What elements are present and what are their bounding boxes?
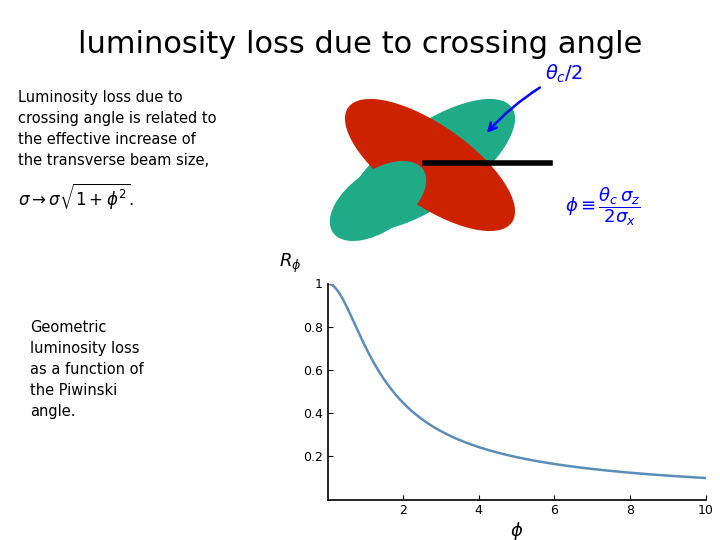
X-axis label: $\phi$: $\phi$ [510, 520, 523, 540]
Text: the transverse beam size,: the transverse beam size, [18, 153, 209, 168]
Text: $\sigma \rightarrow \sigma\sqrt{1 + \phi^2}.$: $\sigma \rightarrow \sigma\sqrt{1 + \phi… [18, 182, 134, 212]
Ellipse shape [345, 99, 515, 231]
Text: the Piwinski: the Piwinski [30, 383, 117, 398]
Text: crossing angle is related to: crossing angle is related to [18, 111, 217, 126]
Ellipse shape [345, 99, 515, 231]
Text: Luminosity loss due to: Luminosity loss due to [18, 90, 183, 105]
Text: $\theta_c/2$: $\theta_c/2$ [489, 63, 583, 131]
Y-axis label: $R_\phi$: $R_\phi$ [279, 252, 301, 275]
Text: Geometric: Geometric [30, 320, 107, 335]
Ellipse shape [330, 161, 426, 241]
Text: as a function of: as a function of [30, 362, 143, 377]
Text: angle.: angle. [30, 404, 76, 419]
Text: $\phi \equiv \dfrac{\theta_c\,\sigma_z}{2\sigma_x}$: $\phi \equiv \dfrac{\theta_c\,\sigma_z}{… [565, 185, 641, 228]
Text: luminosity loss: luminosity loss [30, 341, 140, 356]
Text: Piwinski angle: Piwinski angle [530, 285, 642, 299]
Text: luminosity loss due to crossing angle: luminosity loss due to crossing angle [78, 30, 642, 59]
Text: the effective increase of: the effective increase of [18, 132, 196, 147]
